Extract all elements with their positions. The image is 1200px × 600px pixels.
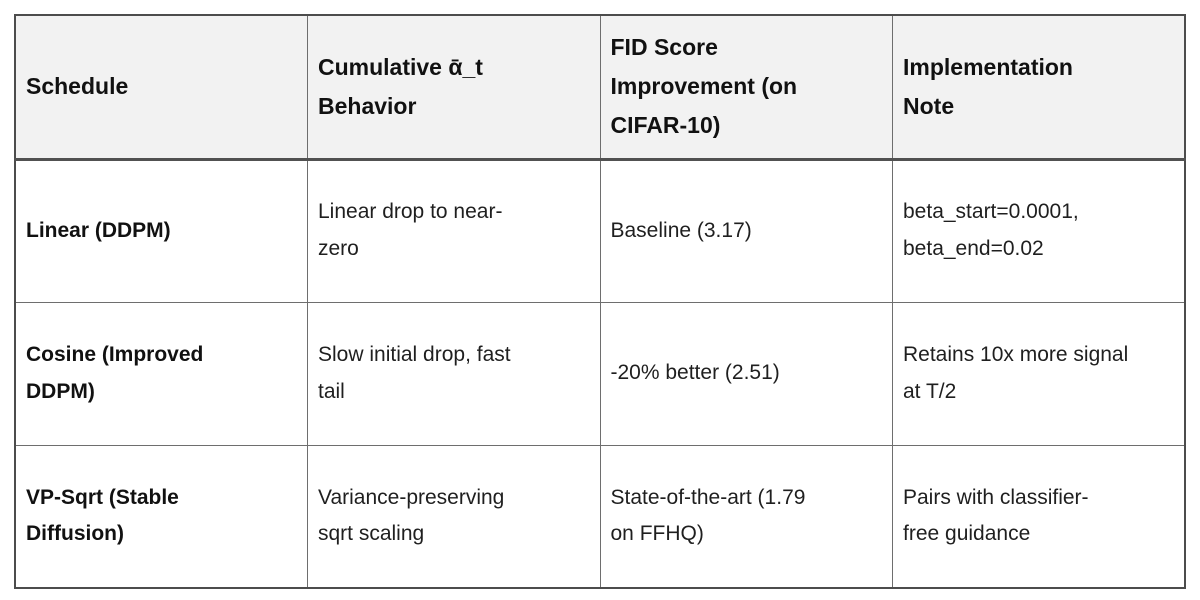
table-row-cosine-improved-ddpm: Cosine (Improved DDPM) Slow initial drop… [14,301,1186,446]
cell-fid-score: -20% better (2.51) [599,301,893,446]
cell-behavior: Variance-preserving sqrt scaling [307,444,601,589]
cell-schedule-name: Linear (DDPM) [14,158,308,303]
header-cell-schedule: Schedule [14,14,308,161]
cell-implementation-note: Retains 10x more signal at T/2 [892,301,1186,446]
header-cell-cumulative-alpha-behavior: Cumulative ᾱ_t Behavior [307,14,601,161]
cell-schedule-name: VP-Sqrt (Stable Diffusion) [14,444,308,589]
header-cell-fid-score-improvement: FID Score Improvement (on CIFAR-10) [599,14,893,161]
cell-fid-score: Baseline (3.17) [599,158,893,303]
cell-fid-score: State-of-the-art (1.79 on FFHQ) [599,444,893,589]
noise-schedule-comparison-table: Schedule Cumulative ᾱ_t Behavior FID Sco… [14,14,1186,589]
header-row: Schedule Cumulative ᾱ_t Behavior FID Sco… [14,14,1186,161]
cell-behavior: Linear drop to near- zero [307,158,601,303]
cell-schedule-name: Cosine (Improved DDPM) [14,301,308,446]
header-cell-implementation-note: Implementation Note [892,14,1186,161]
cell-behavior: Slow initial drop, fast tail [307,301,601,446]
cell-implementation-note: Pairs with classifier- free guidance [892,444,1186,589]
cell-implementation-note: beta_start=0.0001, beta_end=0.02 [892,158,1186,303]
table-row-linear-ddpm: Linear (DDPM) Linear drop to near- zero … [14,158,1186,303]
table-row-vp-sqrt-stable-diffusion: VP-Sqrt (Stable Diffusion) Variance-pres… [14,444,1186,589]
